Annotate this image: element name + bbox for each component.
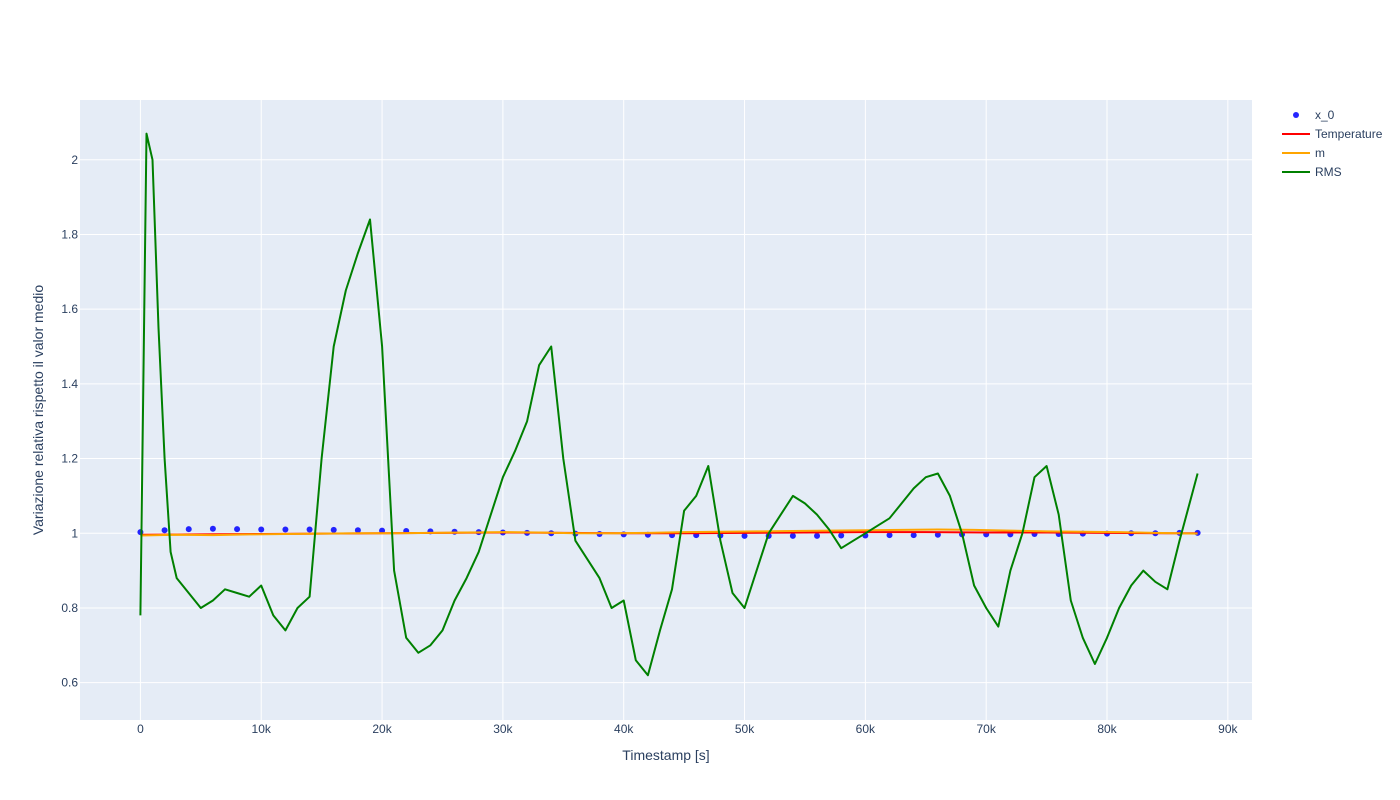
y-tick-label: 1.8 bbox=[61, 227, 78, 241]
data-point bbox=[258, 526, 265, 533]
x-tick-label: 0 bbox=[137, 722, 144, 736]
y-axis-ticks: 0.6 0.8 1 1.2 1.4 1.6 1.8 2 bbox=[61, 153, 78, 690]
x-tick-label: 10k bbox=[252, 722, 272, 736]
y-tick-label: 1.6 bbox=[61, 302, 78, 316]
data-point bbox=[234, 526, 241, 533]
data-point bbox=[379, 527, 386, 534]
legend-label: RMS bbox=[1315, 165, 1342, 179]
series-layer bbox=[137, 132, 1201, 677]
x-axis-ticks: 0 10k 20k 30k 40k 50k 60k 70k 80k 90k bbox=[137, 722, 1238, 736]
series-rms bbox=[139, 132, 1199, 677]
x-tick-label: 60k bbox=[856, 722, 876, 736]
data-point bbox=[814, 532, 821, 539]
data-point bbox=[934, 531, 941, 538]
legend-item[interactable]: RMS bbox=[1282, 165, 1342, 179]
legend: x_0 Temperature m RMS bbox=[1282, 108, 1383, 179]
y-tick-label: 1.4 bbox=[61, 377, 78, 391]
x-tick-label: 80k bbox=[1097, 722, 1117, 736]
legend-label: Temperature bbox=[1315, 127, 1383, 141]
x-tick-label: 50k bbox=[735, 722, 755, 736]
plot-background bbox=[80, 100, 1252, 720]
x-tick-label: 90k bbox=[1218, 722, 1238, 736]
data-point bbox=[910, 532, 917, 539]
data-point bbox=[185, 526, 192, 533]
data-point bbox=[741, 532, 748, 539]
x-axis-title: Timestamp [s] bbox=[622, 747, 709, 763]
data-point bbox=[354, 527, 361, 534]
y-tick-label: 0.6 bbox=[61, 676, 78, 690]
y-tick-label: 0.8 bbox=[61, 601, 78, 615]
legend-label: x_0 bbox=[1315, 108, 1335, 122]
data-point bbox=[789, 532, 796, 539]
legend-label: m bbox=[1315, 146, 1325, 160]
legend-marker bbox=[1293, 112, 1299, 118]
legend-item[interactable]: Temperature bbox=[1282, 127, 1383, 141]
series-line bbox=[139, 132, 1199, 677]
data-point bbox=[209, 525, 216, 532]
x-tick-label: 20k bbox=[372, 722, 392, 736]
legend-item[interactable]: x_0 bbox=[1293, 108, 1335, 122]
data-point bbox=[282, 526, 289, 533]
y-tick-label: 1 bbox=[71, 526, 78, 540]
data-point bbox=[306, 526, 313, 533]
data-point bbox=[330, 526, 337, 533]
x-tick-label: 40k bbox=[614, 722, 634, 736]
legend-item[interactable]: m bbox=[1282, 146, 1325, 160]
x-tick-label: 30k bbox=[493, 722, 513, 736]
data-point bbox=[161, 527, 168, 534]
data-point bbox=[838, 532, 845, 539]
data-point bbox=[886, 532, 893, 539]
y-tick-label: 1.2 bbox=[61, 452, 78, 466]
y-axis-title: Variazione relativa rispetto il valor me… bbox=[30, 285, 46, 536]
x-tick-label: 70k bbox=[977, 722, 997, 736]
y-tick-label: 2 bbox=[71, 153, 78, 167]
